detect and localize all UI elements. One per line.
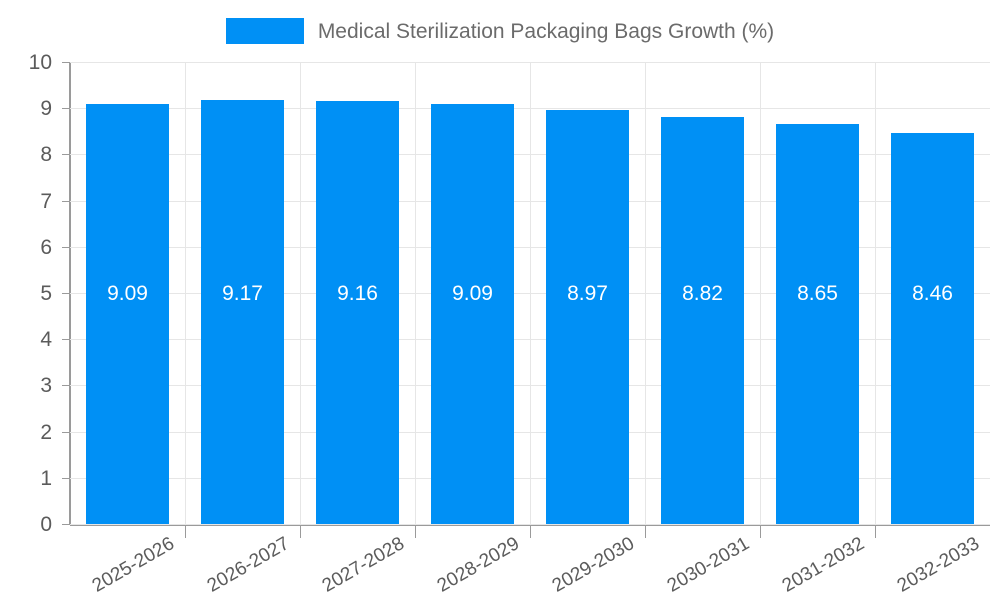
y-tick-mark [62,62,70,63]
y-tick-mark [62,477,70,479]
gridline-vertical [760,62,761,524]
bar-value-label: 8.97 [567,282,608,305]
y-tick-mark [62,293,70,294]
bar[interactable] [661,116,744,524]
x-tick-mark [645,526,646,538]
y-tick-label: 8 [40,143,52,167]
y-tick-mark [62,431,70,433]
x-tick-label: 2027-2028 [318,533,408,597]
bar[interactable] [776,124,859,524]
legend-swatch-icon [225,18,304,44]
bar-value-label: 9.16 [337,282,378,305]
x-tick-label: 2030-2031 [663,533,753,597]
y-tick-label: 5 [40,282,52,305]
bar-value-label: 8.46 [912,282,953,305]
y-tick-label: 10 [28,51,52,74]
x-tick-mark [875,526,876,538]
bar-value-label: 9.17 [222,282,263,305]
gridline-vertical [415,62,416,524]
y-tick-mark [62,154,70,156]
x-tick-mark [185,526,186,538]
x-tick-mark [760,526,761,538]
x-tick-mark [415,526,416,538]
bar-value-label: 9.09 [452,282,493,305]
y-tick-label: 3 [40,374,52,398]
y-tick-mark [62,524,70,525]
y-tick-label: 6 [40,235,52,259]
gridline-vertical [530,62,531,524]
x-tick-mark [530,526,531,538]
bar[interactable] [86,104,169,524]
bar-value-label: 8.65 [797,282,838,305]
x-tick-label: 2029-2030 [548,533,638,597]
gridline-vertical [875,62,876,524]
bar-value-label: 8.82 [682,282,723,305]
x-tick-label: 2032-2033 [893,533,983,597]
gridline-vertical [300,62,301,524]
bar[interactable] [431,104,514,524]
gridline-vertical [185,62,186,524]
y-tick-mark [62,385,70,387]
legend-label: Medical Sterilization Packaging Bags Gro… [317,19,775,43]
chart-legend: Medical Sterilization Packaging Bags Gro… [0,14,1000,48]
bar[interactable] [891,133,974,524]
x-tick-mark [300,526,301,538]
gridline-horizontal [70,524,990,525]
bar[interactable] [546,109,629,524]
y-tick-label: 2 [40,420,52,444]
y-tick-label: 7 [40,189,52,213]
y-tick-mark [62,246,70,248]
bar[interactable] [201,100,284,524]
bar[interactable] [316,100,399,524]
y-tick-label: 4 [40,328,52,352]
x-tick-label: 2028-2029 [433,533,523,597]
y-tick-mark [62,108,70,110]
y-tick-label: 9 [40,97,52,121]
x-axis-line [70,524,990,526]
gridline-vertical [645,62,646,524]
bar-value-label: 9.09 [107,282,148,305]
y-tick-mark [62,200,70,202]
y-tick-label: 1 [40,466,52,490]
x-tick-label: 2026-2027 [203,533,293,597]
y-tick-label: 0 [40,513,52,536]
y-tick-mark [62,339,70,341]
x-tick-label: 2031-2032 [778,533,868,597]
x-tick-label: 2025-2026 [88,533,178,597]
plot-area: 9.09 9.17 9.16 9.09 8.97 8.82 8.65 8.46 [70,62,990,525]
